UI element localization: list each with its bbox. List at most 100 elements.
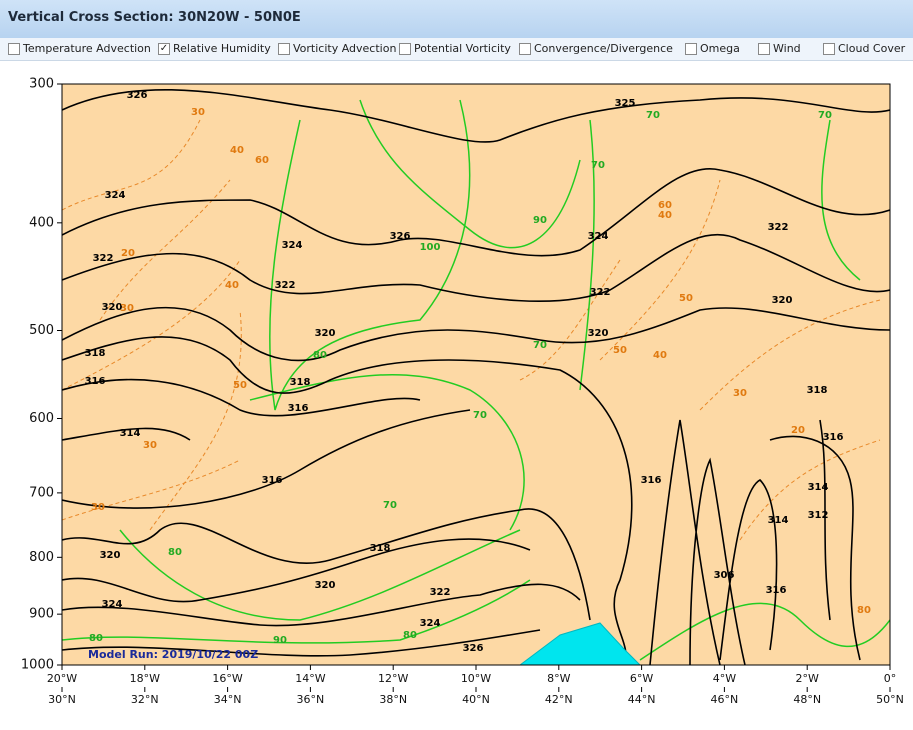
lat-tick-label: 42°N — [545, 693, 573, 706]
option-checkbox[interactable]: Convergence/Divergence — [519, 42, 673, 55]
option-checkbox[interactable]: Omega — [685, 42, 740, 55]
title-bar: Vertical Cross Section: 30N20W - 50N0E — [0, 0, 913, 39]
option-label[interactable]: Omega — [700, 42, 740, 55]
lon-tick-label: 0° — [884, 672, 897, 685]
contour-label: 30 — [120, 303, 134, 314]
lat-tick-label: 36°N — [297, 693, 325, 706]
y-tick-label: 700 — [29, 485, 54, 500]
contour-label: 40 — [225, 280, 239, 291]
window-title: Vertical Cross Section: 30N20W - 50N0E — [8, 10, 301, 25]
contour-label: 80 — [168, 547, 182, 558]
contour-label: 324 — [420, 618, 441, 629]
contour-label: 60 — [255, 155, 269, 166]
contour-label: 90 — [533, 215, 547, 226]
model-run: Model Run: 2019/10/22 00Z — [88, 648, 258, 661]
checkbox[interactable] — [8, 42, 20, 55]
contour-label: 324 — [282, 240, 303, 251]
checkbox[interactable] — [278, 42, 290, 55]
lat-tick-label: 38°N — [379, 693, 407, 706]
contour-label: 320 — [315, 580, 336, 591]
option-label[interactable]: Convergence/Divergence — [534, 42, 673, 55]
checkbox[interactable] — [519, 42, 531, 55]
contour-label: 316 — [641, 475, 662, 486]
contour-label: 80 — [857, 605, 871, 616]
contour-label: 316 — [288, 403, 309, 414]
terrain — [519, 622, 641, 665]
contour-label: 322 — [275, 280, 296, 291]
contour-label: 324 — [105, 190, 126, 201]
option-checkbox[interactable]: Potential Vorticity — [399, 42, 511, 55]
contour-label: 70 — [473, 410, 487, 421]
lon-tick-label: 18°W — [130, 672, 160, 685]
lat-tick-label: 50°N — [876, 693, 904, 706]
contour-label: 60 — [658, 200, 672, 211]
contour-label: 70 — [818, 110, 832, 121]
contour-label: 50 — [613, 345, 627, 356]
option-label[interactable]: Potential Vorticity — [414, 42, 511, 55]
contour-label: 100 — [420, 242, 441, 253]
contour-label: 306 — [714, 570, 735, 581]
lon-tick-label: 2°W — [796, 672, 819, 685]
lat-tick-label: 44°N — [628, 693, 656, 706]
lon-tick-label: 6°W — [630, 672, 653, 685]
contour-label: 320 — [772, 295, 793, 306]
contour-label: 80 — [313, 350, 327, 361]
contour-label: 314 — [768, 515, 789, 526]
contour-label: 326 — [390, 231, 411, 242]
plot-background — [62, 84, 890, 665]
contour-label: 50 — [679, 293, 693, 304]
checkbox[interactable]: ✓ — [158, 42, 170, 55]
lon-tick-label: 10°W — [461, 672, 491, 685]
contour-label: 316 — [85, 376, 106, 387]
contour-label: 40 — [653, 350, 667, 361]
checkbox[interactable] — [823, 42, 835, 55]
contour-label: 316 — [262, 475, 283, 486]
checkbox[interactable] — [399, 42, 411, 55]
option-label[interactable]: Temperature Advection — [23, 42, 151, 55]
contour-label: 324 — [102, 599, 123, 610]
lon-tick-label: 8°W — [547, 672, 570, 685]
contour-label: 318 — [807, 385, 828, 396]
contour-label: 30 — [733, 388, 747, 399]
contour-label: 318 — [370, 543, 391, 554]
option-label[interactable]: Wind — [773, 42, 801, 55]
contour-label: 70 — [383, 500, 397, 511]
y-tick-label: 600 — [29, 411, 54, 426]
contour-label: 20 — [121, 248, 135, 259]
option-label[interactable]: Cloud Cover — [838, 42, 906, 55]
lon-tick-label: 16°W — [212, 672, 242, 685]
contour-label: 320 — [315, 328, 336, 339]
contour-label: 30 — [191, 107, 205, 118]
contour-label: 326 — [463, 643, 484, 654]
option-label[interactable]: Relative Humidity — [173, 42, 271, 55]
y-tick-label: 900 — [29, 607, 54, 622]
option-checkbox[interactable]: Temperature Advection — [8, 42, 151, 55]
checkbox[interactable] — [685, 42, 697, 55]
y-tick-label: 400 — [29, 215, 54, 230]
contour-label: 320 — [588, 328, 609, 339]
contour-label: 322 — [768, 222, 789, 233]
contour-label: 324 — [588, 231, 609, 242]
option-checkbox[interactable]: Vorticity Advection — [278, 42, 396, 55]
option-checkbox[interactable]: Wind — [758, 42, 801, 55]
contour-label: 40 — [658, 210, 672, 221]
contour-label: 70 — [646, 110, 660, 121]
contour-label: 316 — [766, 585, 787, 596]
lon-tick-label: 14°W — [295, 672, 325, 685]
contour-label: 322 — [590, 287, 611, 298]
option-checkbox[interactable]: Cloud Cover — [823, 42, 905, 55]
y-tick-label: 300 — [29, 77, 54, 92]
contour-label: 318 — [290, 377, 311, 388]
contour-label: 30 — [91, 502, 105, 513]
contour-label: 20 — [791, 425, 805, 436]
contour-label: 40 — [230, 145, 244, 156]
contour-label: 318 — [85, 348, 106, 359]
option-label[interactable]: Vorticity Advection — [293, 42, 397, 55]
checkbox[interactable] — [758, 42, 770, 55]
contour-label: 314 — [808, 482, 829, 493]
lat-tick-label: 46°N — [711, 693, 739, 706]
options-bar: Temperature Advection ✓ Relative Humidity V… — [0, 38, 913, 61]
option-checkbox[interactable]: ✓ Relative Humidity — [158, 42, 271, 55]
